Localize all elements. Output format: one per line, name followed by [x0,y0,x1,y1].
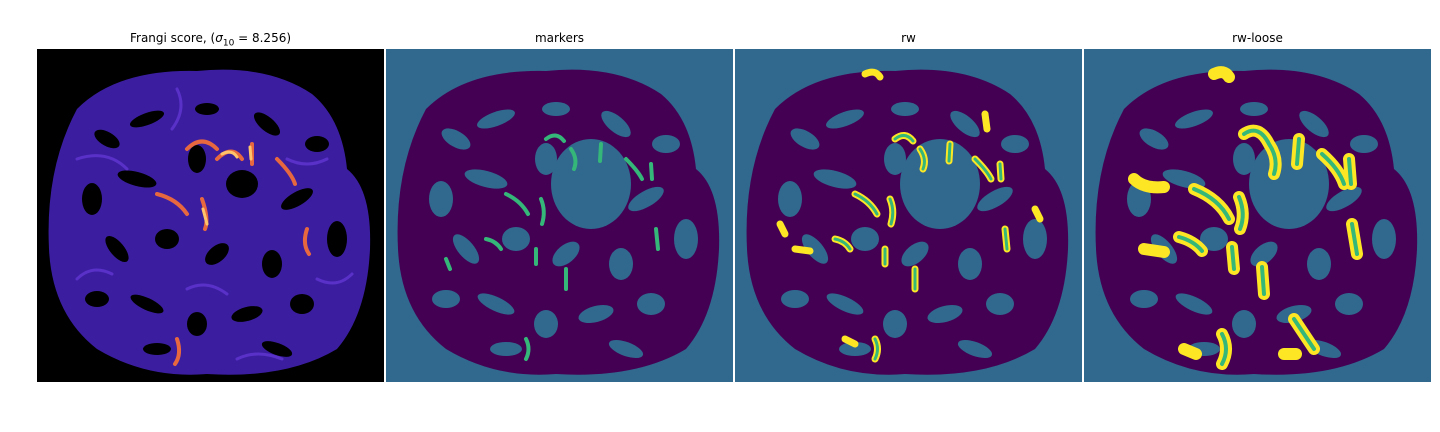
markers-svg [386,49,733,382]
frangi-holes [82,103,347,357]
frangi-score-image [37,49,384,382]
markers-holes [429,102,698,359]
title-suffix: = 8.256) [234,31,292,45]
rw-loose-svg [1084,49,1431,382]
markers-tissue [397,69,720,375]
panel-title-frangi: Frangi score, (σ10 = 8.256) [37,31,384,48]
rw-vessels [833,134,1009,361]
frangi-score-svg [37,49,384,382]
title-symbol: σ [215,31,223,45]
title-prefix: Frangi score, ( [129,31,216,45]
rw-holes [778,102,1047,359]
rw-loose-holes [1127,102,1396,359]
markers-image [386,49,733,382]
frangi-highlights [201,145,253,226]
rw-loose-vessels [1177,128,1359,366]
rw-svg [735,49,1082,382]
frangi-tissue [48,69,371,375]
markers-seeds [444,133,660,361]
rw-image [735,49,1082,382]
rw-loose-image [1084,49,1431,382]
title-subscript: 10 [222,38,235,49]
frangi-texture [75,87,354,361]
panel-title-rw: rw [901,31,916,45]
panel-title-markers: markers [534,31,585,45]
rw-tissue [746,69,1069,375]
panel-title-rw-loose: rw-loose [1232,31,1283,45]
rw-loose-tissue [1095,69,1418,375]
